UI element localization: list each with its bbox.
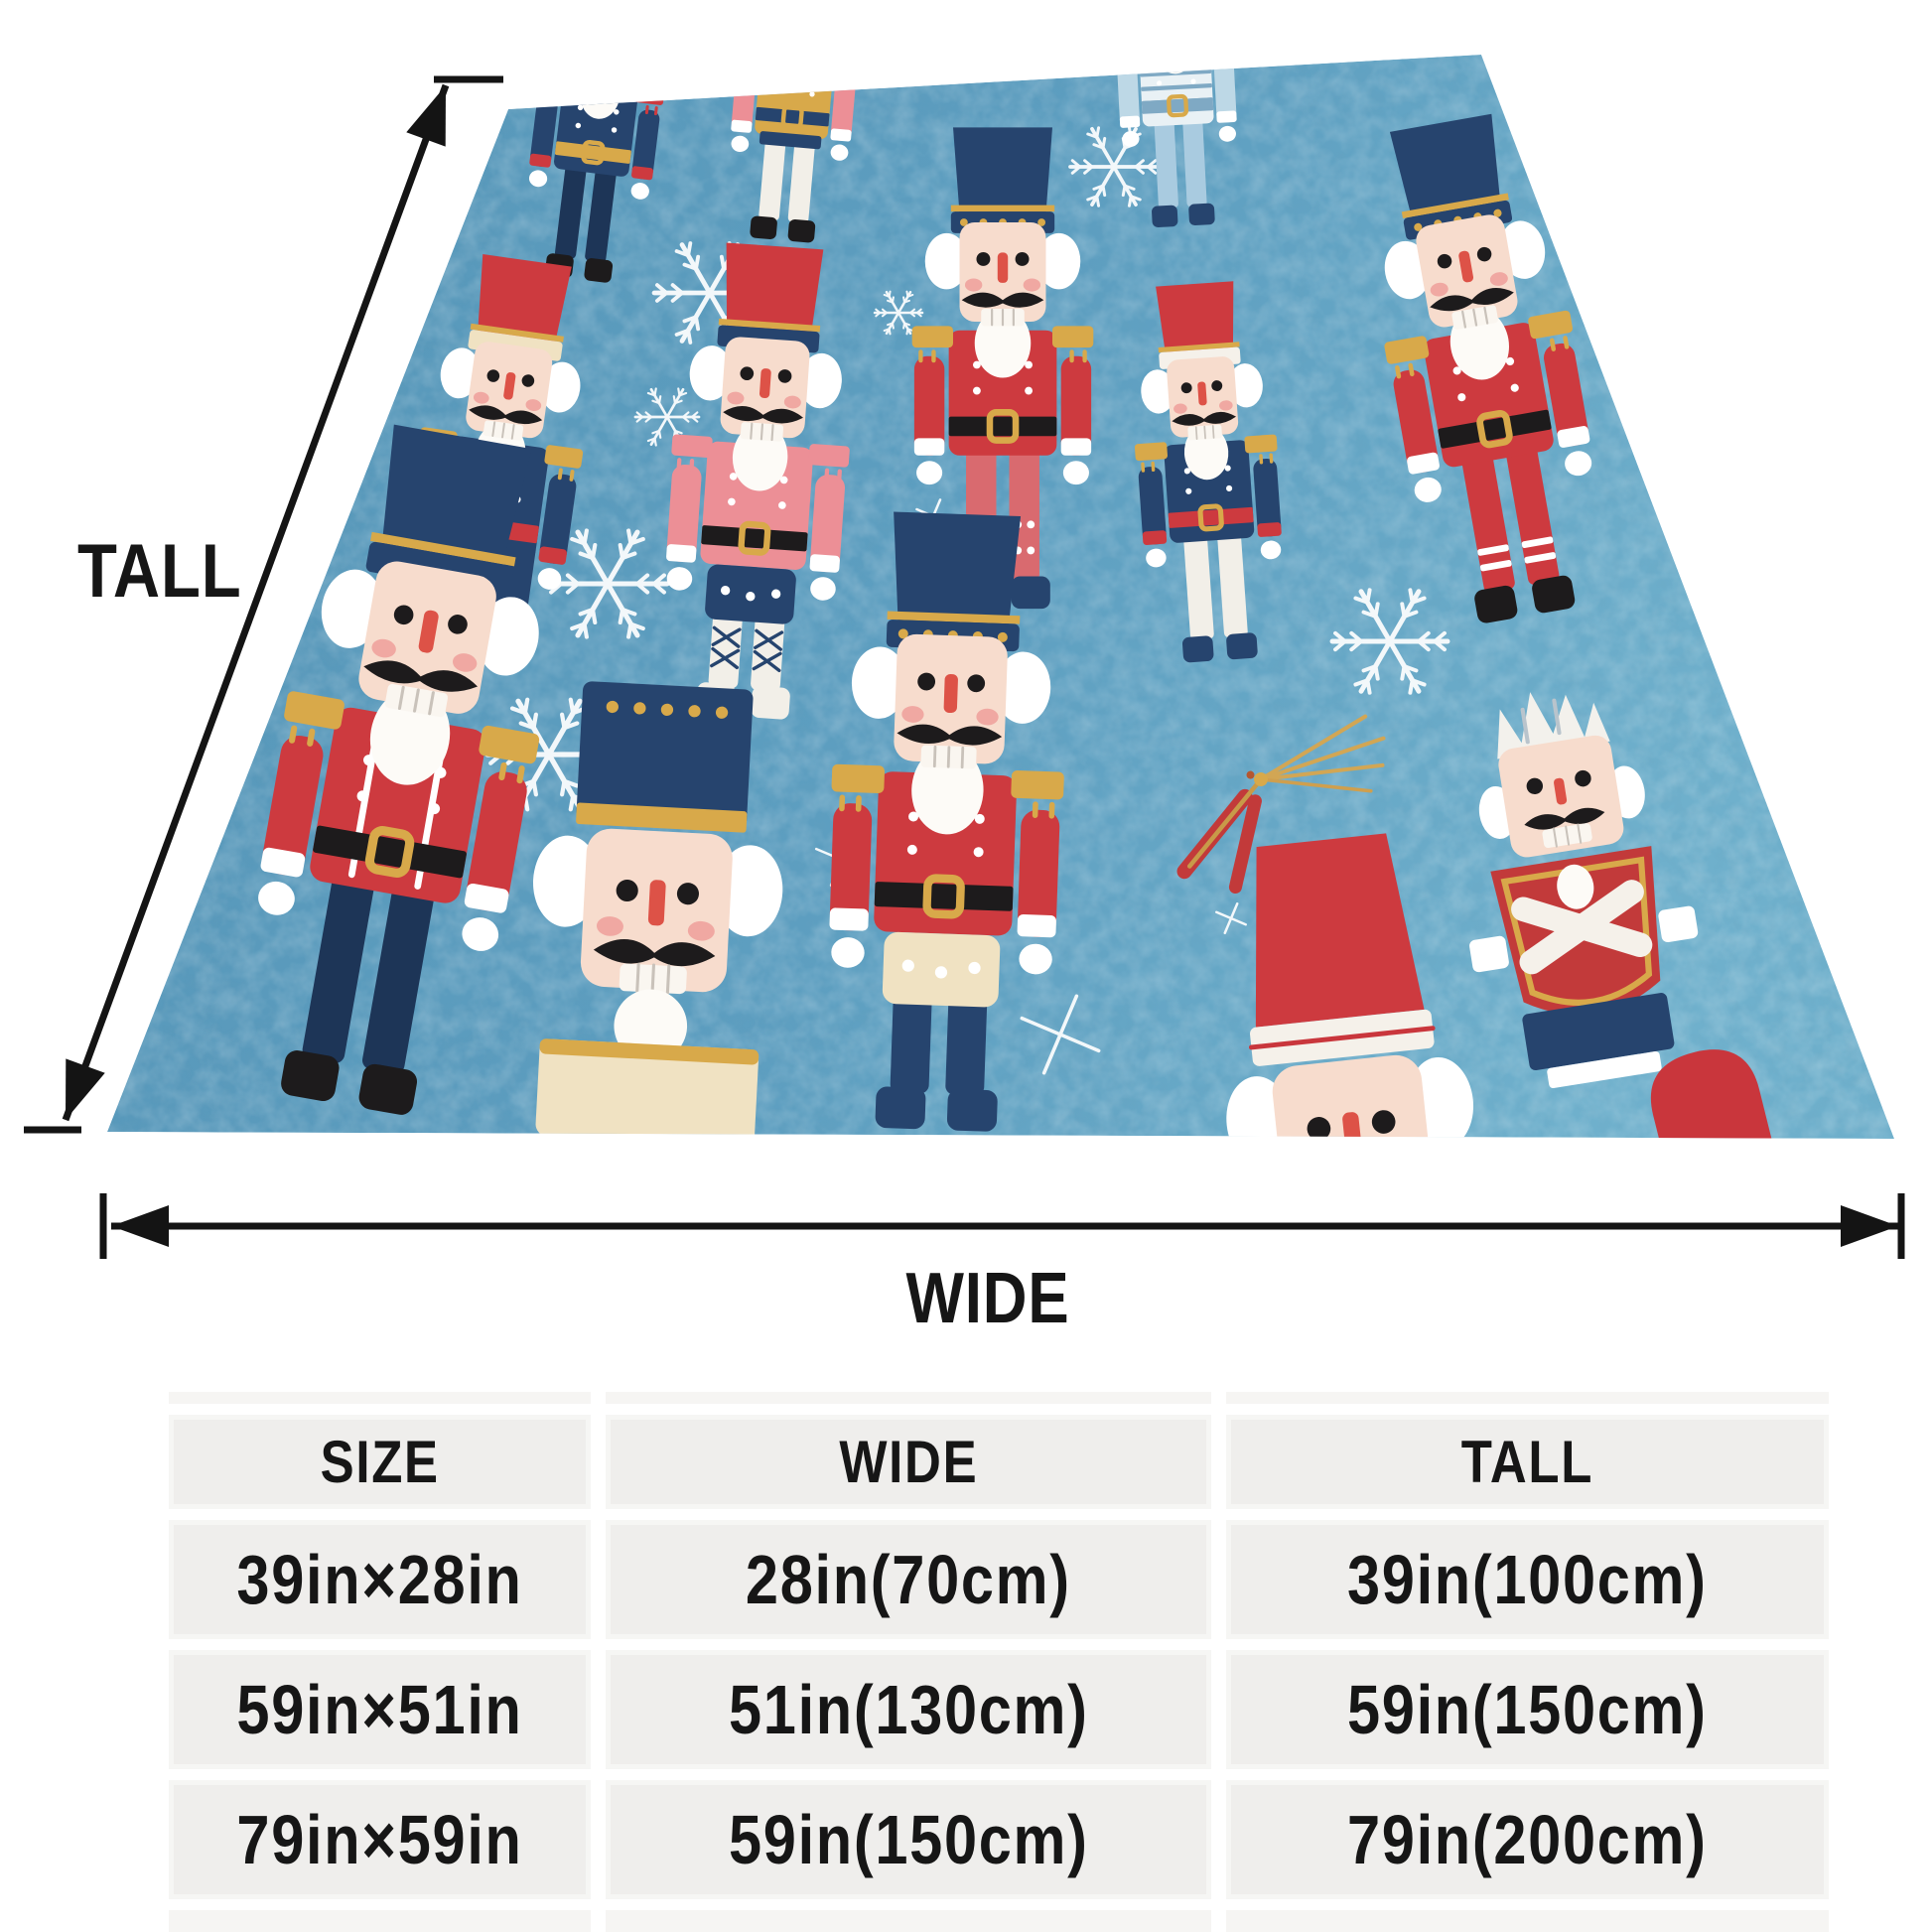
snowflake-icon [1020,994,1101,1075]
size-table-header-cell: SIZE [169,1415,591,1509]
size-table-header-cell: TALL [1226,1415,1829,1509]
nutcracker-figure [258,424,540,1115]
tall-label-text: TALL [77,529,242,614]
wide-dimension-arrow [99,1193,1905,1259]
tall-dimension-label: TALL [77,534,269,610]
size-table-cropped-row [606,1392,1211,1404]
wide-dimension-label: WIDE [814,1263,1162,1334]
size-table-cropped-row [606,1910,1211,1932]
nutcracker-figure [1650,1049,1776,1139]
snowflake-icon [873,290,924,336]
wide-label-text: WIDE [905,1259,1070,1338]
size-table-cell: 59in×51in [169,1650,591,1769]
snowflake-icon [1329,588,1450,695]
nutcracker-figure [1226,833,1474,1139]
size-table-cell: 79in×59in [169,1780,591,1899]
size-table-cell: 79in(200cm) [1226,1780,1829,1899]
dragonfly-ornament [1176,714,1386,895]
nutcracker-figure [1134,281,1282,663]
size-table-cropped-row [169,1910,591,1932]
size-table-cropped-row [1226,1910,1829,1932]
blanket-image [107,55,1894,1139]
size-table-cell: 39in×28in [169,1520,591,1639]
nutcracker-figure [829,511,1064,1132]
snowflake-icon [1068,126,1160,207]
nutcracker-figure [533,681,783,1139]
snowflake-icon [1215,902,1247,934]
nutcracker-figure [1384,113,1592,623]
size-table-cell: 59in(150cm) [606,1780,1211,1899]
size-table-cell: 51in(130cm) [606,1650,1211,1769]
size-table-cell: 28in(70cm) [606,1520,1211,1639]
size-table-header-cell: WIDE [606,1415,1211,1509]
nutcracker-figure [666,242,850,720]
size-table-cell: 59in(150cm) [1226,1650,1829,1769]
size-table-cell: 39in(100cm) [1226,1520,1829,1639]
size-table-cropped-row [169,1392,591,1404]
nutcracker-figure [1469,692,1699,1089]
size-table-cropped-row [1226,1392,1829,1404]
tall-dimension-arrow [24,75,503,1134]
size-table: SIZE WIDE TALL 39in×28in 28in(70cm) 39in(100c… [169,1392,1829,1932]
